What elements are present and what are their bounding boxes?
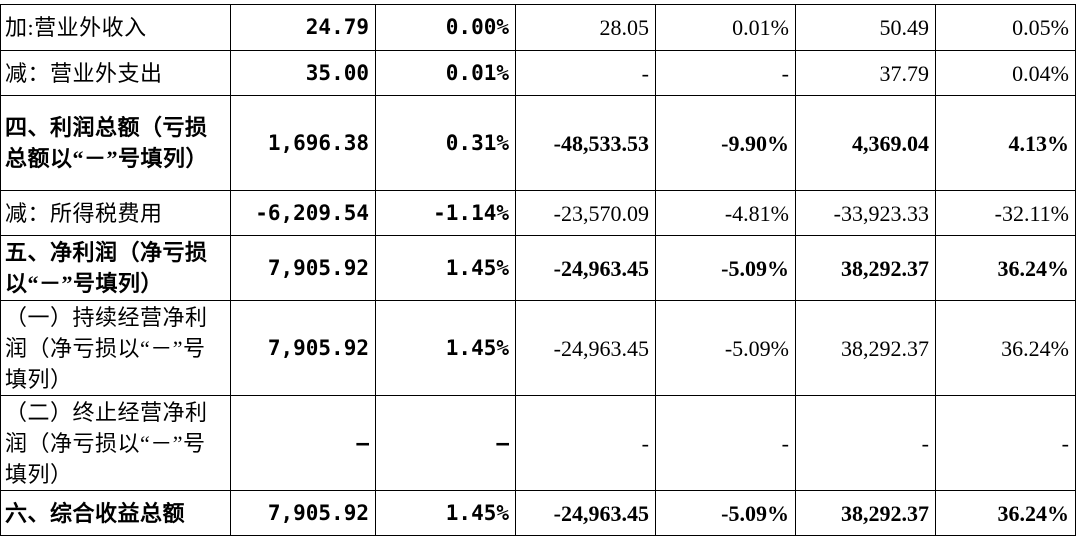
cell-value: 37.79 xyxy=(795,50,936,96)
cell-value: -1.14% xyxy=(375,190,516,236)
cell-value: -23,570.09 xyxy=(515,190,656,236)
cell-value: - xyxy=(515,395,656,491)
cell-value: 0.00% xyxy=(375,4,516,51)
cell-value: -33,923.33 xyxy=(795,190,936,236)
cell-value: 36.24% xyxy=(935,490,1076,536)
cell-value: 50.49 xyxy=(795,4,936,51)
table-row: 五、净利润（净亏损以“－”号填列） 7,905.92 1.45% -24,963.45… xyxy=(0,235,1076,301)
cell-value: 28.05 xyxy=(515,4,656,51)
cell-value: -24,963.45 xyxy=(515,235,656,301)
cell-value: -48,533.53 xyxy=(515,95,656,191)
cell-value: 36.24% xyxy=(935,235,1076,301)
row-label: 加:营业外收入 xyxy=(0,4,231,51)
cell-value: 36.24% xyxy=(935,300,1076,396)
financial-table: 加:营业外收入 24.79 0.00% 28.05 0.01% 50.49 0.05% 减：营… xyxy=(0,4,1076,536)
cell-value: 0.31% xyxy=(375,95,516,191)
cell-value: - xyxy=(655,395,796,491)
cell-value: -5.09% xyxy=(655,300,796,396)
table-row: （一）持续经营净利润（净亏损以“－”号填列） 7,905.92 1.45% -24,9… xyxy=(0,300,1076,396)
cell-value: 0.01% xyxy=(375,50,516,96)
row-label: 五、净利润（净亏损以“－”号填列） xyxy=(0,235,231,301)
cell-value: -24,963.45 xyxy=(515,490,656,536)
cell-value: 1.45% xyxy=(375,490,516,536)
row-label: （一）持续经营净利润（净亏损以“－”号填列） xyxy=(0,300,231,396)
cell-value: -32.11% xyxy=(935,190,1076,236)
cell-value: 7,905.92 xyxy=(230,490,376,536)
cell-value: 35.00 xyxy=(230,50,376,96)
table-row: 加:营业外收入 24.79 0.00% 28.05 0.01% 50.49 0.05% xyxy=(0,4,1076,51)
cell-value: - xyxy=(515,50,656,96)
cell-value: – xyxy=(375,395,516,491)
table-row: 减：所得税费用 -6,209.54 -1.14% -23,570.09 -4.81% -3… xyxy=(0,190,1076,236)
cell-value: 0.01% xyxy=(655,4,796,51)
cell-value: 38,292.37 xyxy=(795,490,936,536)
cell-value: - xyxy=(795,395,936,491)
table-row: （二）终止经营净利润（净亏损以“－”号填列） – – - - - - xyxy=(0,395,1076,491)
cell-value: -24,963.45 xyxy=(515,300,656,396)
cell-value: -5.09% xyxy=(655,490,796,536)
cell-value: -4.81% xyxy=(655,190,796,236)
cell-value: - xyxy=(655,50,796,96)
cell-value: 38,292.37 xyxy=(795,235,936,301)
cell-value: -9.90% xyxy=(655,95,796,191)
cell-value: – xyxy=(230,395,376,491)
table-row: 减：营业外支出 35.00 0.01% - -37.79 0.04% xyxy=(0,50,1076,96)
cell-value: 4,369.04 xyxy=(795,95,936,191)
table-body: 加:营业外收入 24.79 0.00% 28.05 0.01% 50.49 0.05% 减：营… xyxy=(0,4,1076,536)
table-row: 六、综合收益总额 7,905.92 1.45% -24,963.45 -5.09% 38,… xyxy=(0,490,1076,536)
cell-value: 1.45% xyxy=(375,300,516,396)
cell-value: 38,292.37 xyxy=(795,300,936,396)
cell-value: 0.05% xyxy=(935,4,1076,51)
row-label: （二）终止经营净利润（净亏损以“－”号填列） xyxy=(0,395,231,491)
cell-value: 0.04% xyxy=(935,50,1076,96)
table-row: 四、利润总额（亏损总额以“－”号填列） 1,696.38 0.31% -48,533.… xyxy=(0,95,1076,191)
cell-value: 1,696.38 xyxy=(230,95,376,191)
cell-value: 7,905.92 xyxy=(230,235,376,301)
row-label: 减：营业外支出 xyxy=(0,50,231,96)
row-label: 六、综合收益总额 xyxy=(0,490,231,536)
row-label: 减：所得税费用 xyxy=(0,190,231,236)
cell-value: 4.13% xyxy=(935,95,1076,191)
cell-value: 7,905.92 xyxy=(230,300,376,396)
cell-value: - xyxy=(935,395,1076,491)
cell-value: 24.79 xyxy=(230,4,376,51)
financial-table-wrapper: 加:营业外收入 24.79 0.00% 28.05 0.01% 50.49 0.05% 减：营… xyxy=(0,4,1076,536)
cell-value: -5.09% xyxy=(655,235,796,301)
cell-value: -6,209.54 xyxy=(230,190,376,236)
cell-value: 1.45% xyxy=(375,235,516,301)
row-label: 四、利润总额（亏损总额以“－”号填列） xyxy=(0,95,231,191)
